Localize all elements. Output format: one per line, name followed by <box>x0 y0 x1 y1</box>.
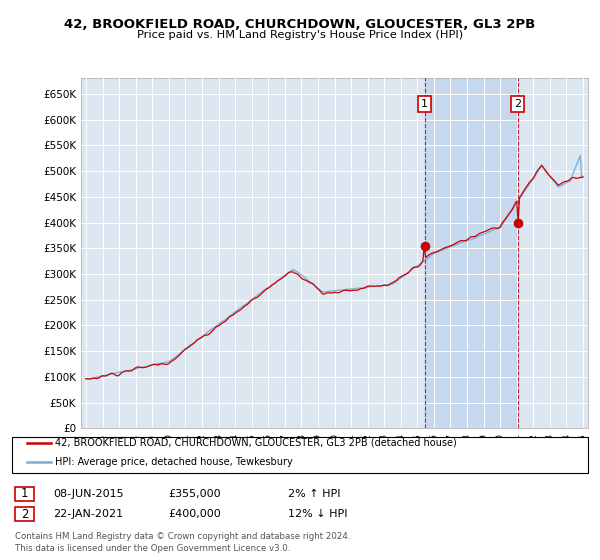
Text: 1: 1 <box>21 487 28 501</box>
Text: Contains HM Land Registry data © Crown copyright and database right 2024.
This d: Contains HM Land Registry data © Crown c… <box>15 532 350 553</box>
Text: 2% ↑ HPI: 2% ↑ HPI <box>288 489 341 499</box>
Text: 2: 2 <box>514 99 521 109</box>
Text: 12% ↓ HPI: 12% ↓ HPI <box>288 509 347 519</box>
Text: 08-JUN-2015: 08-JUN-2015 <box>53 489 124 499</box>
Text: 42, BROOKFIELD ROAD, CHURCHDOWN, GLOUCESTER, GL3 2PB (detached house): 42, BROOKFIELD ROAD, CHURCHDOWN, GLOUCES… <box>55 438 457 447</box>
Text: 22-JAN-2021: 22-JAN-2021 <box>53 509 123 519</box>
Text: Price paid vs. HM Land Registry's House Price Index (HPI): Price paid vs. HM Land Registry's House … <box>137 30 463 40</box>
Text: 42, BROOKFIELD ROAD, CHURCHDOWN, GLOUCESTER, GL3 2PB: 42, BROOKFIELD ROAD, CHURCHDOWN, GLOUCES… <box>64 18 536 31</box>
Text: HPI: Average price, detached house, Tewkesbury: HPI: Average price, detached house, Tewk… <box>55 457 293 466</box>
Text: 2: 2 <box>21 507 28 521</box>
Text: 1: 1 <box>421 99 428 109</box>
Text: £355,000: £355,000 <box>168 489 221 499</box>
Bar <box>425 78 518 428</box>
Text: £400,000: £400,000 <box>168 509 221 519</box>
